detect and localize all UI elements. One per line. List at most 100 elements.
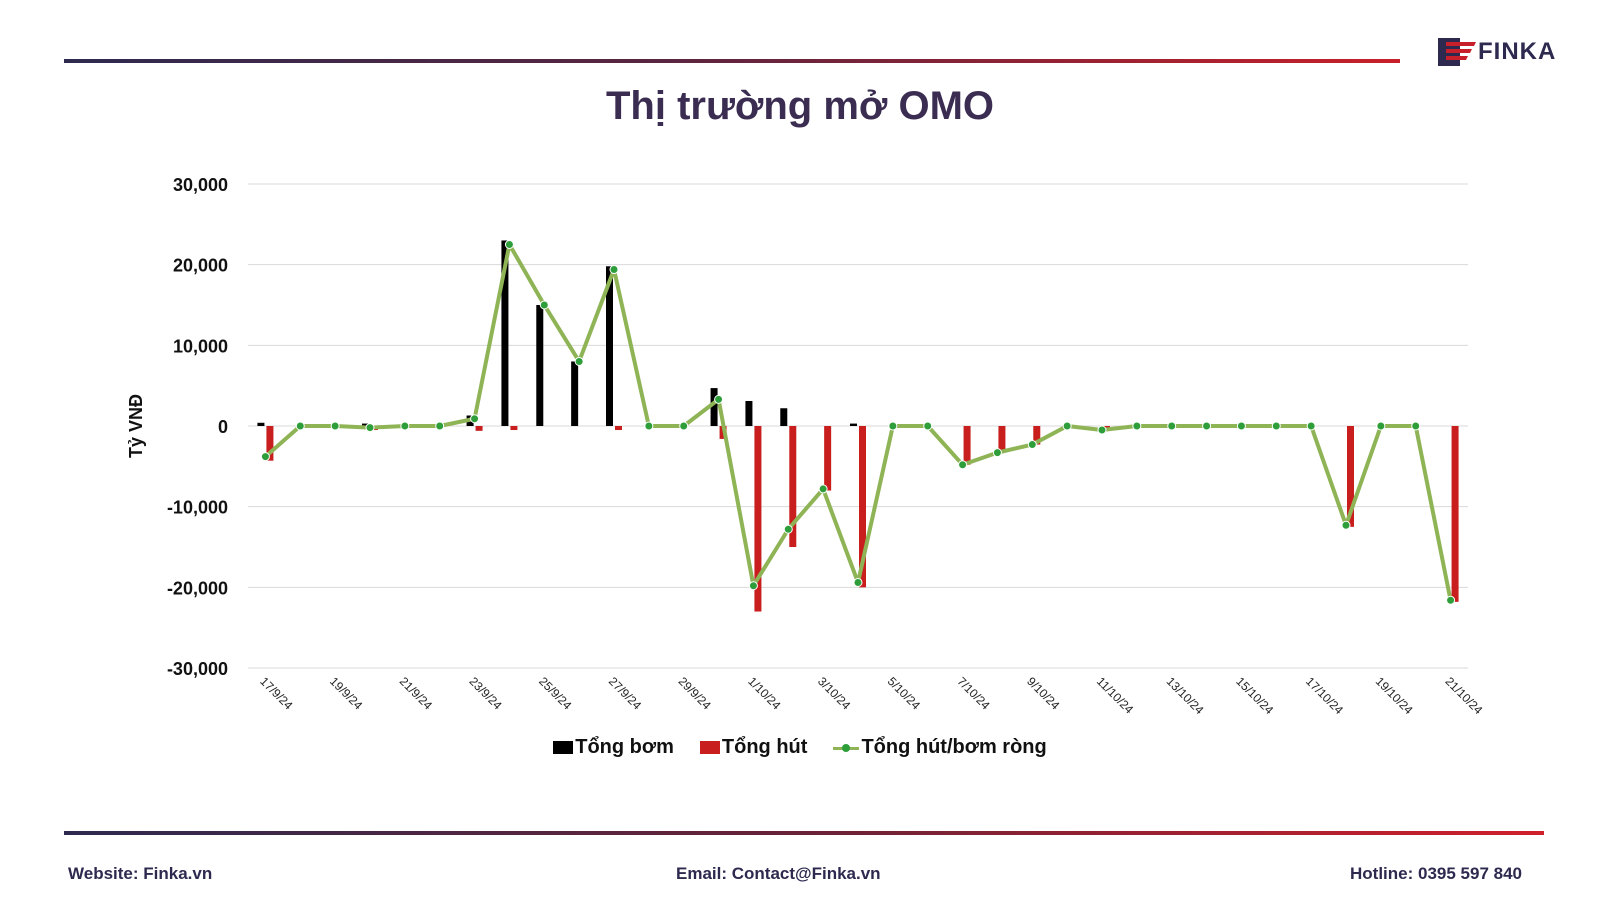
net-point <box>1306 421 1316 431</box>
bar-withdraw <box>789 426 797 547</box>
x-tick-label: 21/9/24 <box>397 674 435 712</box>
net-point <box>435 421 445 431</box>
net-point <box>888 421 898 431</box>
net-point <box>923 421 933 431</box>
bar-withdraw <box>859 426 866 588</box>
x-tick-label: 19/9/24 <box>327 674 365 712</box>
legend-swatch-withdraw <box>699 741 720 754</box>
bar-withdraw <box>266 426 274 461</box>
x-tick-label: 29/9/24 <box>676 674 714 712</box>
net-point <box>330 421 340 431</box>
net-point <box>644 421 654 431</box>
net-point <box>992 448 1002 458</box>
net-point <box>400 421 410 431</box>
bar-withdraw <box>1347 426 1354 527</box>
x-tick-label: 23/9/24 <box>466 674 504 712</box>
x-tick-label: 15/10/24 <box>1233 674 1276 717</box>
bar-withdraw <box>754 426 762 612</box>
y-tick-label: -30,000 <box>167 659 228 679</box>
net-point <box>1341 520 1351 530</box>
net-point <box>1132 421 1142 431</box>
x-tick-label: 3/10/24 <box>815 674 853 712</box>
net-point <box>1271 421 1281 431</box>
x-tick-label: 7/10/24 <box>954 674 992 712</box>
footer-email: Email: Contact@Finka.vn <box>676 864 881 883</box>
chart-legend: Tổng bơm Tổng hút Tổng hút/bơm ròng <box>0 736 1600 759</box>
net-point <box>1236 421 1246 431</box>
bar-inject <box>780 408 788 426</box>
net-point <box>1376 421 1386 431</box>
bar-withdraw <box>1103 426 1110 429</box>
bar-inject <box>745 400 753 426</box>
bottom-divider <box>64 831 1544 835</box>
y-tick-label: -10,000 <box>167 498 228 518</box>
net-point <box>1027 440 1037 450</box>
net-point <box>1097 425 1107 435</box>
net-point <box>818 484 828 494</box>
net-point <box>958 460 968 470</box>
top-divider <box>64 59 1400 63</box>
legend-label-inject: Tổng bơm <box>575 736 674 758</box>
bar-withdraw <box>510 426 518 431</box>
bar-withdraw <box>1033 426 1041 445</box>
x-tick-label: 11/10/24 <box>1094 674 1137 717</box>
net-point <box>609 265 619 275</box>
bar-withdraw <box>615 426 622 431</box>
bar-withdraw <box>1451 426 1459 602</box>
net-point <box>574 356 584 366</box>
net-point <box>748 581 758 591</box>
y-axis-title: Tỷ VNĐ <box>126 394 146 458</box>
x-tick-label: 9/10/24 <box>1024 674 1062 712</box>
bar-inject <box>257 422 265 426</box>
legend-label-withdraw: Tổng hút <box>721 736 808 758</box>
y-tick-label: 0 <box>218 417 228 437</box>
legend-label-net: Tổng hút/bơm ròng <box>861 736 1047 758</box>
x-tick-label: 27/9/24 <box>606 674 644 712</box>
finka-logo-icon <box>1438 36 1478 68</box>
x-tick-label: 13/10/24 <box>1164 674 1207 717</box>
net-point <box>1167 421 1177 431</box>
bar-withdraw <box>824 426 832 491</box>
legend-item-inject: Tổng bơm <box>553 736 674 759</box>
footer-website: Website: Finka.vn <box>68 864 213 883</box>
y-tick-label: 10,000 <box>173 336 228 356</box>
net-point <box>714 394 724 404</box>
logo-text: FINKA <box>1478 38 1557 65</box>
net-point <box>1202 421 1212 431</box>
y-tick-label: 20,000 <box>173 256 228 276</box>
net-point <box>539 300 549 310</box>
footer-hotline: Hotline: 0395 597 840 <box>1350 864 1522 883</box>
bar-inject <box>710 388 718 426</box>
y-tick-label: 30,000 <box>173 175 228 195</box>
net-point <box>679 421 689 431</box>
legend-swatch-net <box>833 741 860 755</box>
x-tick-label: 19/10/24 <box>1373 674 1416 717</box>
x-tick-label: 17/10/24 <box>1303 674 1346 717</box>
bar-inject <box>606 266 613 426</box>
finka-logo: FINKA <box>1438 34 1556 70</box>
x-tick-label: 21/10/24 <box>1442 674 1485 717</box>
net-point <box>470 414 480 424</box>
legend-item-net: Tổng hút/bơm ròng <box>833 736 1047 759</box>
x-tick-label: 1/10/24 <box>745 674 783 712</box>
bar-inject <box>850 423 857 426</box>
bar-withdraw <box>475 426 483 431</box>
bar-inject <box>501 240 509 426</box>
legend-swatch-inject <box>553 741 574 754</box>
net-point <box>1411 421 1421 431</box>
net-point <box>1062 421 1072 431</box>
x-tick-label: 17/9/24 <box>257 674 295 712</box>
net-point <box>365 423 375 433</box>
net-point <box>853 577 863 587</box>
net-point <box>260 452 270 462</box>
bar-withdraw <box>963 426 971 465</box>
y-tick-label: -20,000 <box>167 578 228 598</box>
x-tick-label: 5/10/24 <box>885 674 923 712</box>
net-point <box>295 421 305 431</box>
x-tick-label: 25/9/24 <box>536 674 574 712</box>
bar-withdraw <box>998 426 1006 453</box>
bar-inject <box>536 305 544 426</box>
net-point <box>783 524 793 534</box>
bar-inject <box>571 361 579 426</box>
